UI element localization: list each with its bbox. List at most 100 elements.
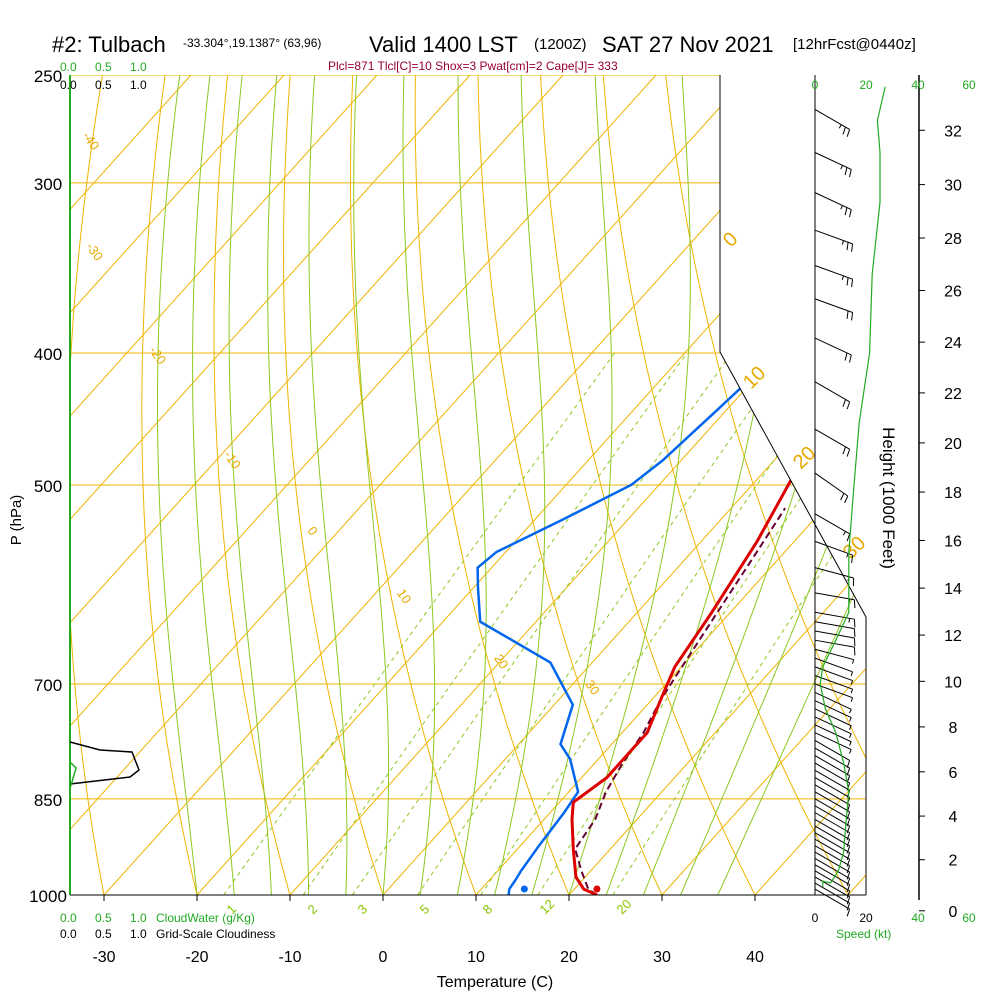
wind-barb-half-flag: [849, 709, 852, 714]
wind-barb: [814, 708, 852, 730]
moist-adiabat-line: [192, 75, 235, 895]
sounding-indices: Plcl=871 Tlcl[C]=10 Shox=3 Pwat[cm]=2 Ca…: [328, 59, 618, 73]
dry-adiabat-label: -30: [83, 239, 106, 263]
mixing-ratio-line: [223, 352, 616, 895]
wind-barb-staff: [814, 818, 850, 840]
mixing-ratio-line: [351, 352, 732, 895]
wind-barb-flag: [849, 209, 852, 218]
wind-barb-half-flag: [849, 749, 852, 754]
pressure-tick-label: 250: [34, 67, 62, 86]
mixing-ratio-label: 12: [537, 896, 558, 917]
wind-barb-staff: [814, 567, 854, 579]
wind-barb-flag: [842, 399, 846, 407]
isotherm-line: [289, 75, 866, 895]
plot-area: [70, 75, 1000, 895]
height-tick-label: 26: [944, 284, 962, 301]
wind-barb-staff: [814, 798, 850, 820]
speed-tick-bottom: 60: [962, 911, 976, 925]
wind-barb-flag: [844, 352, 848, 361]
wind-barb-flag: [846, 811, 851, 820]
dry-adiabat-line: [979, 75, 1000, 895]
wind-barb-flag: [842, 126, 846, 135]
wind-barb-flag: [846, 832, 851, 841]
wind-barb: [814, 648, 855, 664]
wind-barb-staff: [814, 472, 849, 497]
moist-adiabat-line: [402, 75, 436, 895]
speed-tick-bottom: 20: [859, 911, 873, 925]
height-tick-label: 22: [944, 386, 962, 403]
wind-barb-half-flag: [841, 275, 845, 281]
moist-adiabat-label: 30: [839, 532, 870, 563]
cloudiness-tick-top: 1.0: [130, 78, 147, 92]
isotherm-line: [70, 75, 378, 895]
wind-barb-flag: [846, 533, 851, 542]
wind-barb: [814, 298, 854, 321]
moist-adiabat-label: 20: [789, 442, 820, 473]
wind-barb: [814, 611, 856, 628]
x-axis-label: Temperature (C): [437, 974, 553, 991]
cloud-water-tick-bottom: 0.5: [95, 911, 112, 925]
wind-barb-staff: [814, 812, 850, 834]
cloudiness-tick-bottom: 0.5: [95, 927, 112, 941]
station-coords: -33.304°,19.1387° (63,96): [183, 36, 321, 50]
isotherm-line: [70, 75, 471, 895]
mixing-ratio-label: 3: [355, 901, 371, 917]
wind-barb: [814, 747, 851, 776]
height-tick-label: 20: [944, 436, 962, 453]
wind-barb-half-flag: [848, 618, 851, 623]
plot-right-edge: [719, 75, 867, 895]
wind-barb-staff: [814, 769, 850, 791]
wind-barb-flag: [849, 169, 852, 178]
wind-barb-half-flag: [850, 697, 854, 702]
temperature-tick-label: 0: [379, 949, 388, 966]
dry-adiabat-line: [414, 75, 570, 895]
moist-adiabat-line: [568, 75, 691, 895]
wind-barb-half-flag: [840, 165, 844, 170]
temperature-tick-label: -10: [278, 949, 301, 966]
cloudiness-tick-bottom: 1.0: [130, 927, 147, 941]
wind-barb-flag: [846, 902, 851, 911]
wind-barb-flag: [849, 354, 852, 363]
wind-barb: [814, 857, 851, 886]
height-tick-label: 8: [949, 720, 958, 737]
surface-temperature-marker: [593, 885, 601, 893]
wind-barb-flag: [844, 207, 848, 216]
mixing-ratio-label: 5: [417, 901, 433, 917]
height-tick-label: 10: [944, 674, 962, 691]
moist-adiabat-line: [228, 75, 272, 895]
height-tick-label: 30: [944, 178, 962, 195]
isotherm-line: [70, 75, 657, 895]
wind-barb: [814, 152, 852, 178]
mixing-ratio-label: 20: [614, 896, 635, 917]
wind-barb-staff: [814, 851, 850, 873]
moist-adiabat-label: 10: [739, 362, 770, 393]
wind-barb-staff: [814, 791, 850, 813]
mixing-ratio-line: [480, 352, 848, 895]
wind-barb-half-flag: [852, 659, 855, 664]
dewpoint-trace: [476, 102, 863, 895]
wind-barb-flag: [851, 312, 854, 321]
temperature-tick-label: -20: [185, 949, 208, 966]
moist-adiabat-line: [157, 75, 198, 895]
wind-barb-half-flag: [842, 531, 846, 536]
dry-adiabat-label: -40: [80, 129, 103, 153]
height-tick-label: 14: [944, 581, 962, 598]
wind-barb-flag: [846, 884, 851, 893]
wind-barb-flag: [846, 767, 851, 776]
wind-barb: [814, 381, 851, 410]
wind-barb-staff: [814, 845, 850, 867]
wind-barb: [814, 888, 851, 917]
wind-barb-staff: [814, 876, 850, 898]
wind-barb-half-flag: [841, 240, 845, 245]
wind-barb-staff: [814, 648, 854, 661]
wind-barb-half-flag: [846, 553, 849, 558]
temperature-tick-label: -30: [92, 949, 115, 966]
dry-adiabat-line: [602, 75, 849, 895]
wind-barb-staff: [814, 513, 850, 535]
wind-barb: [814, 428, 851, 457]
wind-barb-staff: [814, 192, 852, 210]
dry-adiabat-label: 10: [394, 586, 415, 606]
mixing-ratio-label: 8: [480, 901, 496, 917]
